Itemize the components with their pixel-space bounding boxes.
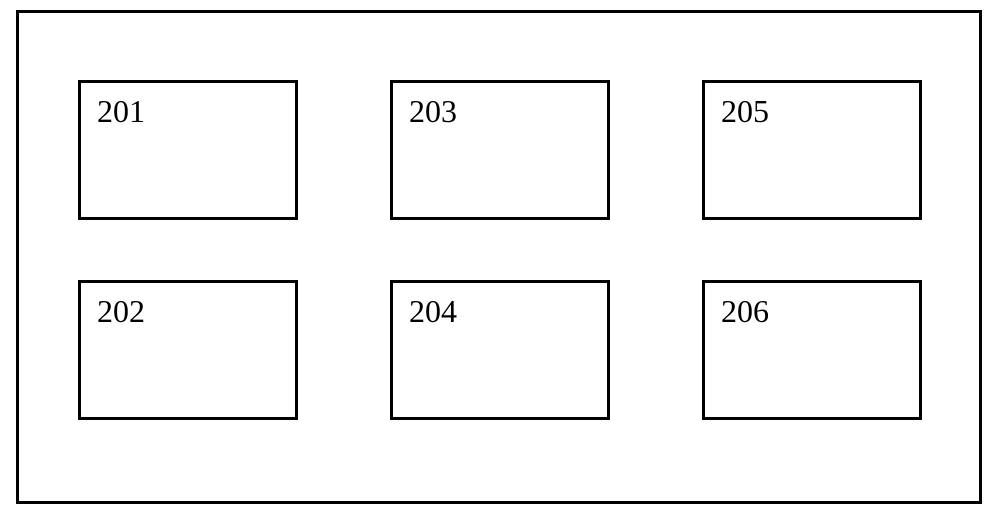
cell-205: 205 xyxy=(702,80,922,220)
cell-202: 202 xyxy=(78,280,298,420)
cell-label: 204 xyxy=(409,293,457,329)
cell-label: 206 xyxy=(721,293,769,329)
cell-label: 205 xyxy=(721,93,769,129)
cell-203: 203 xyxy=(390,80,610,220)
cell-label: 201 xyxy=(97,93,145,129)
cell-label: 202 xyxy=(97,293,145,329)
cell-label: 203 xyxy=(409,93,457,129)
cell-201: 201 xyxy=(78,80,298,220)
cell-206: 206 xyxy=(702,280,922,420)
cell-204: 204 xyxy=(390,280,610,420)
diagram-grid: 201 202 203 204 205 206 xyxy=(0,0,1000,516)
